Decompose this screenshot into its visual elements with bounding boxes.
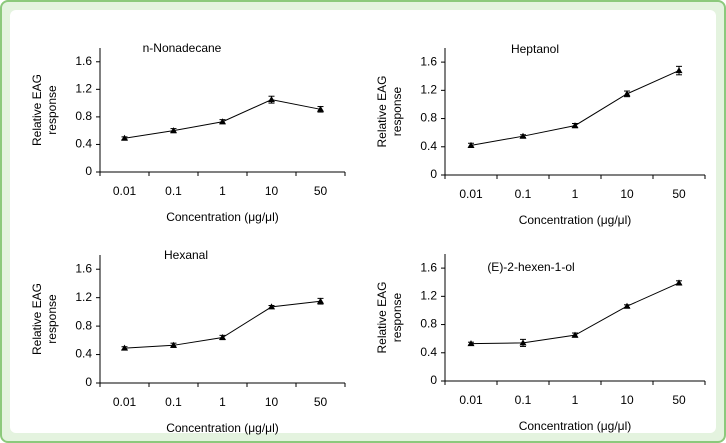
y-tick-label: 1.2: [75, 82, 92, 96]
x-tick-label: 0.1: [165, 395, 182, 409]
x-tick-label: 1: [219, 184, 226, 198]
y-tick-label: 0: [430, 167, 437, 181]
data-point: [467, 340, 475, 347]
data-point: [219, 118, 226, 125]
x-tick-label: 1: [572, 393, 579, 407]
y-axis-label: Relative EAG: [375, 281, 389, 353]
x-axis-label: Concentration (μg/μl): [519, 419, 632, 433]
data-point: [170, 127, 177, 134]
x-tick-label: 0.01: [459, 187, 483, 201]
data-point: [675, 279, 683, 286]
data-point: [317, 297, 324, 304]
chart-title: n-Nonadecane: [143, 41, 222, 55]
x-tick-label: 0.1: [515, 393, 532, 407]
x-tick-label: 50: [314, 184, 328, 198]
y-axis-label: Relative EAG: [30, 283, 44, 355]
figure-panel: [10, 10, 716, 433]
data-point: [623, 90, 631, 97]
data-point: [219, 333, 226, 340]
chart-title: Hexanal: [164, 248, 208, 262]
series-line: [124, 300, 321, 349]
y-tick-label: 1.6: [75, 261, 92, 275]
x-tick-label: 10: [265, 184, 279, 198]
y-tick-label: 1.6: [420, 260, 437, 274]
y-axis-label: response: [45, 85, 59, 135]
data-point: [519, 132, 527, 139]
y-tick-label: 0.4: [75, 137, 92, 151]
y-tick-label: 0.8: [75, 109, 92, 123]
y-tick-label: 0: [430, 373, 437, 387]
data-point: [675, 67, 683, 74]
x-tick-label: 1: [219, 395, 226, 409]
y-tick-label: 0.8: [75, 318, 92, 332]
y-axis-label: response: [390, 86, 404, 136]
x-tick-label: 50: [314, 395, 328, 409]
y-axis-label: response: [45, 294, 59, 344]
y-tick-label: 1.2: [420, 83, 437, 97]
data-point: [623, 302, 631, 309]
data-point: [121, 134, 128, 141]
x-tick-label: 0.1: [515, 187, 532, 201]
x-tick-label: 10: [265, 395, 279, 409]
x-tick-label: 10: [620, 393, 634, 407]
x-tick-label: 0.1: [165, 184, 182, 198]
x-tick-label: 50: [672, 187, 686, 201]
data-point: [317, 105, 324, 112]
y-tick-label: 1.2: [420, 289, 437, 303]
y-tick-label: 1.6: [75, 54, 92, 68]
x-axis-label: Concentration (μg/μl): [166, 210, 279, 224]
data-point: [519, 339, 527, 346]
y-axis-label: Relative EAG: [30, 74, 44, 146]
x-tick-label: 0.01: [113, 184, 137, 198]
data-point: [170, 341, 177, 348]
x-tick-label: 0.01: [459, 393, 483, 407]
y-tick-label: 0.4: [75, 347, 92, 361]
x-axis-label: Concentration (μg/μl): [519, 213, 632, 227]
y-tick-label: 0.4: [420, 345, 437, 359]
data-point: [467, 141, 475, 148]
data-point: [571, 122, 579, 129]
y-axis-label: Relative EAG: [375, 75, 389, 147]
y-tick-label: 0.8: [420, 317, 437, 331]
y-tick-label: 0: [85, 375, 92, 389]
x-tick-label: 0.01: [113, 395, 137, 409]
data-point: [268, 96, 275, 103]
x-tick-label: 50: [672, 393, 686, 407]
y-tick-label: 1.2: [75, 290, 92, 304]
y-tick-label: 1.6: [420, 54, 437, 68]
series-line: [470, 70, 680, 146]
x-axis-label: Concentration (μg/μl): [166, 421, 279, 435]
y-tick-label: 0.8: [420, 111, 437, 125]
data-point: [571, 331, 579, 338]
y-tick-label: 0.4: [420, 139, 437, 153]
data-point: [268, 303, 275, 310]
chart-title: (E)-2-hexen-1-ol: [487, 260, 574, 274]
y-tick-label: 0: [85, 164, 92, 178]
x-tick-label: 10: [620, 187, 634, 201]
data-point: [121, 344, 128, 351]
x-tick-label: 1: [572, 187, 579, 201]
y-axis-label: response: [390, 292, 404, 342]
chart-title: Heptanol: [511, 42, 559, 56]
